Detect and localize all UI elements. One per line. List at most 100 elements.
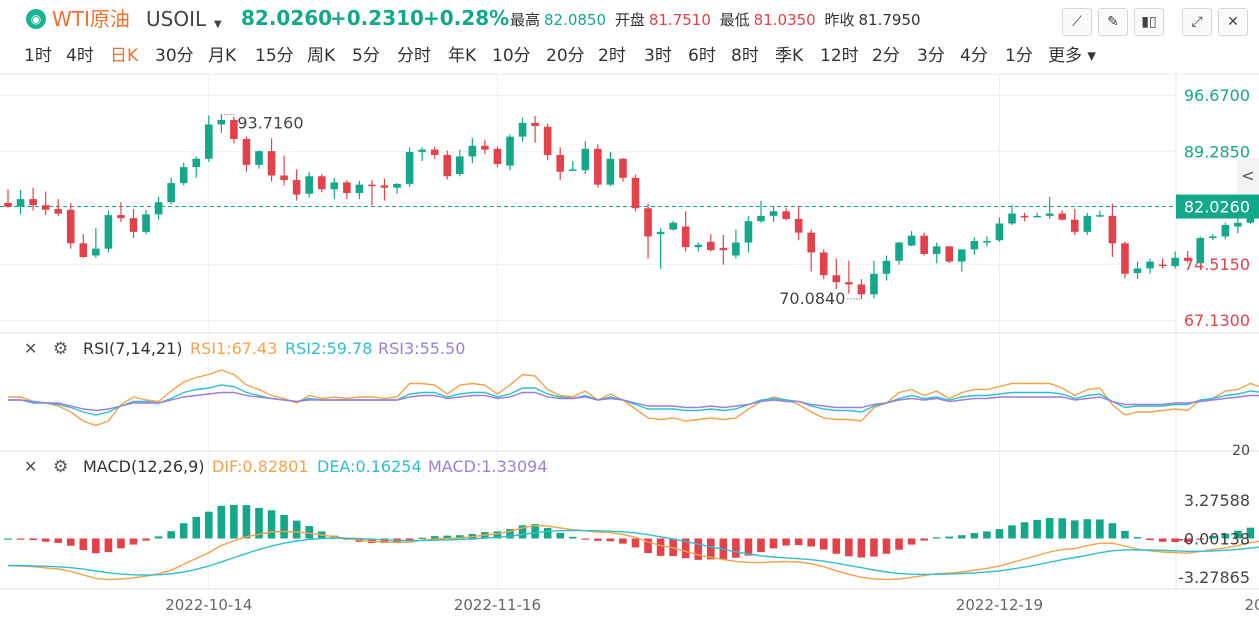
- interval-tab[interactable]: 5分: [352, 46, 380, 66]
- macd-tick-label: -0.00138: [1178, 529, 1250, 548]
- macd-bar: [1070, 520, 1079, 539]
- settings-icon[interactable]: ⚙: [53, 457, 68, 477]
- macd-bar: [782, 538, 790, 546]
- candle-body: [4, 202, 12, 207]
- stat-high-label: 最高: [510, 11, 541, 29]
- symbol-name[interactable]: WTI原油: [52, 7, 130, 31]
- close-icon[interactable]: ✕: [24, 457, 37, 476]
- macd-bar: [305, 526, 313, 539]
- candle-body: [882, 260, 891, 274]
- candle-body: [481, 145, 489, 150]
- macd-bar: [920, 538, 928, 541]
- macd-bar: [41, 538, 50, 542]
- candle-body: [41, 205, 50, 210]
- interval-tab[interactable]: 年K: [448, 46, 477, 66]
- macd-bar: [129, 538, 138, 545]
- macd-bar: [568, 536, 577, 539]
- macd-bar: [506, 529, 514, 539]
- candle-body: [368, 184, 376, 187]
- interval-tab[interactable]: 4时: [66, 46, 94, 66]
- candles-icon[interactable]: ▮▯: [1134, 8, 1164, 36]
- candle-body: [1146, 261, 1154, 269]
- settings-icon[interactable]: ⚙: [53, 339, 68, 359]
- candle-body: [644, 208, 652, 237]
- candle-body: [380, 185, 389, 188]
- macd-bar: [1020, 522, 1029, 539]
- low-annotation: 70.0840: [779, 289, 845, 308]
- interval-tab[interactable]: 15分: [255, 46, 294, 66]
- candle-body: [179, 167, 188, 184]
- candle-body: [757, 215, 765, 222]
- interval-tab[interactable]: 10分: [492, 46, 531, 66]
- candle-body: [506, 136, 514, 166]
- rsi-legend-rsi2: RSI2:59.78: [285, 339, 372, 358]
- interval-tab[interactable]: 3分: [917, 46, 945, 66]
- symbol-code[interactable]: USOIL: [146, 7, 207, 31]
- interval-tab[interactable]: 周K: [307, 46, 336, 66]
- chevron-down-icon[interactable]: ▼: [214, 19, 222, 30]
- interval-tab[interactable]: 日K: [110, 46, 139, 66]
- macd-bar: [1033, 519, 1041, 539]
- rsi-tick-label: 20: [1232, 443, 1250, 459]
- candle-body: [819, 252, 828, 276]
- candle-body: [895, 242, 903, 261]
- interval-tab[interactable]: 30分: [155, 46, 194, 66]
- candle-body: [1083, 215, 1092, 232]
- interval-tab[interactable]: 季K: [775, 46, 804, 66]
- expand-icon[interactable]: ⤢: [1182, 8, 1212, 36]
- candle-body: [619, 158, 627, 178]
- x-date-label: 2022-10-14: [165, 596, 252, 614]
- candle-body: [1196, 237, 1205, 264]
- macd-bar: [4, 538, 12, 540]
- close-icon[interactable]: ✕: [24, 339, 37, 358]
- last-price: 82.0260: [241, 6, 333, 30]
- candle-body: [543, 126, 552, 155]
- candle-body: [1070, 219, 1079, 232]
- candle-body: [317, 176, 326, 190]
- candle-body: [681, 226, 690, 248]
- macd-bar: [1096, 519, 1104, 539]
- interval-tab[interactable]: 月K: [208, 46, 237, 66]
- candle-body: [719, 247, 728, 251]
- interval-tab[interactable]: 8时: [731, 46, 759, 66]
- candle-body: [958, 249, 966, 262]
- interval-tab[interactable]: 2分: [872, 46, 900, 66]
- stat-prev-label: 昨收: [824, 11, 855, 29]
- candle-body: [54, 209, 62, 214]
- price-tick-label: 89.2850: [1184, 142, 1250, 161]
- line-tool-icon[interactable]: ⟋: [1062, 8, 1092, 36]
- candle-body: [79, 243, 88, 258]
- interval-tab[interactable]: 2时: [598, 46, 626, 66]
- macd-bar: [1121, 530, 1129, 539]
- macd-bar: [932, 537, 941, 539]
- macd-bar: [870, 538, 878, 557]
- macd-bar: [16, 538, 25, 540]
- interval-tab[interactable]: 20分: [546, 46, 585, 66]
- candle-body: [1221, 225, 1230, 237]
- candle-body: [556, 154, 564, 172]
- pen-icon[interactable]: ✎: [1098, 8, 1128, 36]
- interval-tab[interactable]: 1时: [24, 46, 52, 66]
- candle-body: [443, 154, 452, 177]
- high-annotation: 93.7160: [237, 114, 303, 133]
- candle-body: [305, 176, 313, 194]
- candle-body: [1183, 257, 1192, 261]
- interval-tab[interactable]: 4分: [960, 46, 988, 66]
- macd-bar: [1209, 535, 1217, 539]
- interval-tab[interactable]: 1分: [1005, 46, 1033, 66]
- close-icon[interactable]: ✕: [1218, 8, 1248, 36]
- candle-body: [418, 149, 426, 152]
- candle-body: [217, 119, 226, 125]
- chevron-left-icon[interactable]: <: [1237, 158, 1259, 194]
- macd-bar: [1146, 538, 1154, 541]
- interval-tab[interactable]: 更多 ▾: [1048, 46, 1096, 66]
- rsi-line-rsi3: [8, 391, 1259, 412]
- interval-tab[interactable]: 3时: [644, 46, 672, 66]
- interval-tab[interactable]: 12时: [820, 46, 859, 66]
- macd-title: MACD(12,26,9): [83, 457, 205, 476]
- macd-bar: [1058, 518, 1066, 539]
- candle-body: [280, 175, 288, 181]
- interval-tab[interactable]: 分时: [397, 46, 431, 66]
- interval-tab[interactable]: 6时: [688, 46, 716, 66]
